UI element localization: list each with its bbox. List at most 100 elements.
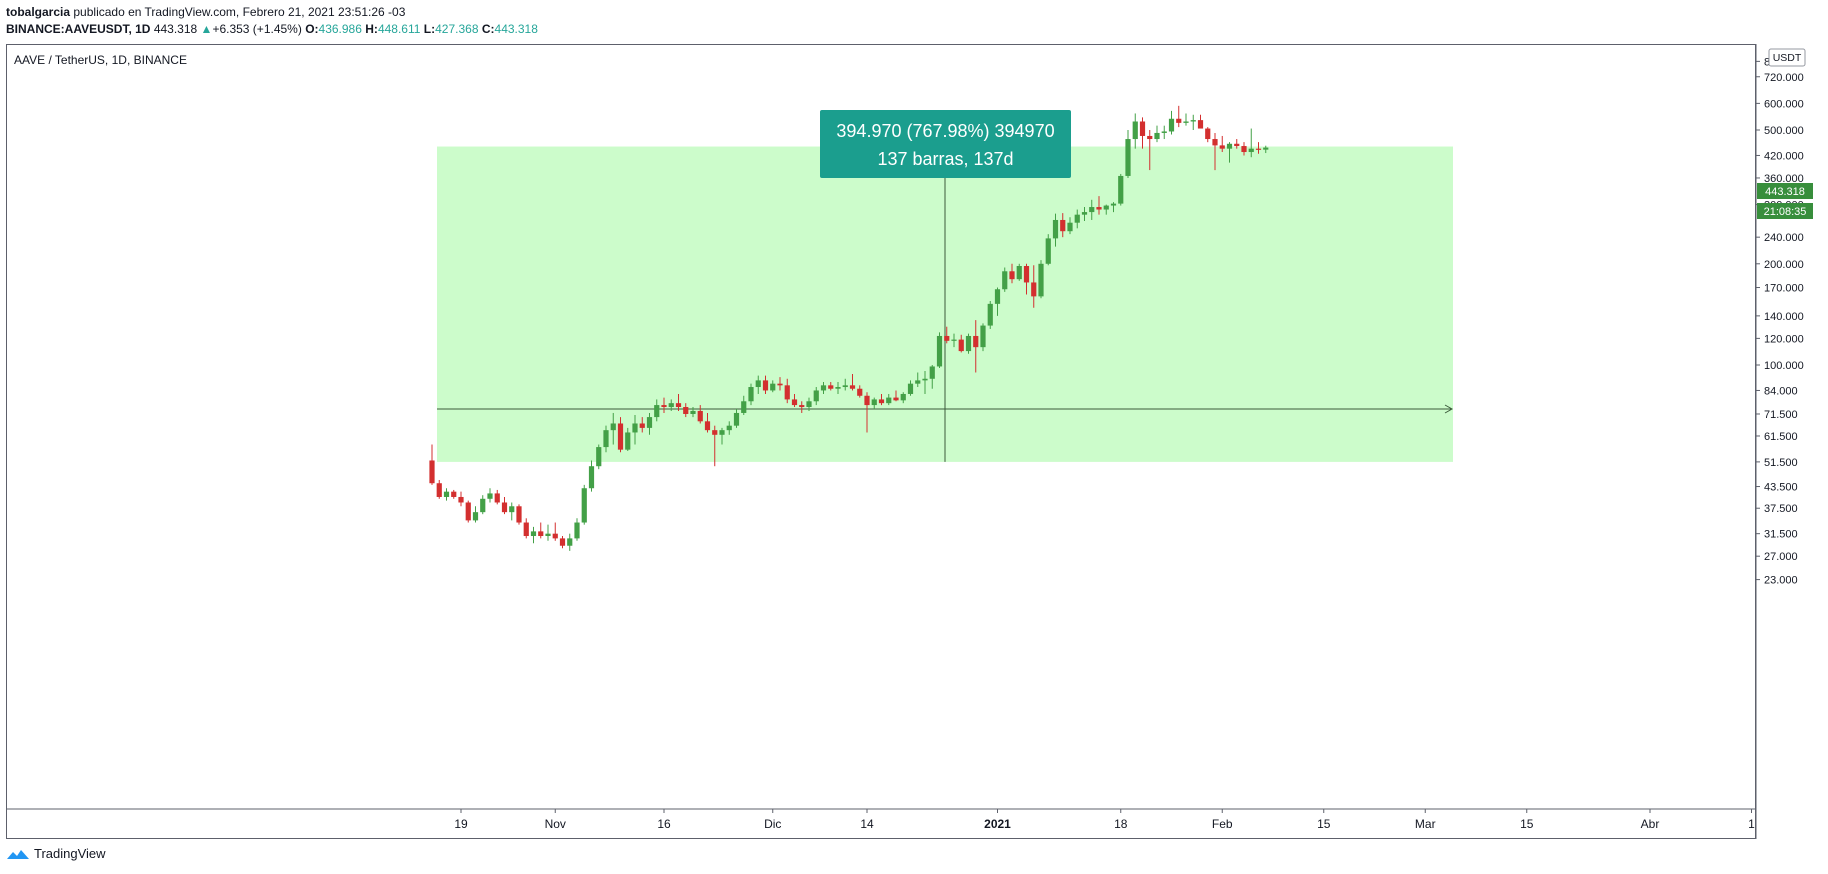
candle-body	[1081, 212, 1088, 215]
time-axis[interactable]: 19 Nov 16 Dic 14 2021 18 Feb 15 Mar 15 Abr 1	[454, 809, 1755, 831]
candle-body	[654, 405, 660, 418]
price-tick-label: 23.000	[1764, 575, 1798, 587]
footer-brand[interactable]: TradingView	[6, 846, 106, 861]
candle-body	[886, 397, 892, 404]
candle-body	[1154, 132, 1160, 140]
candle-body	[1183, 121, 1189, 123]
candle-body	[828, 385, 834, 389]
price-tick-label: 360.000	[1764, 173, 1804, 185]
candle-body	[987, 303, 993, 326]
candle-body	[1219, 145, 1225, 149]
candle-layer	[429, 105, 1269, 551]
candle-body	[878, 399, 885, 404]
price-tick-label: 43.500	[1764, 482, 1798, 494]
time-tick-label: Dic	[764, 817, 781, 831]
candle-body	[559, 538, 566, 546]
candle-body	[907, 383, 914, 394]
candle-body	[538, 531, 544, 537]
candle-body	[1241, 146, 1247, 153]
candle-body	[951, 339, 957, 341]
candle-body	[516, 506, 522, 523]
ohlc-legend: BINANCE:AAVEUSDT, 1D 443.318 ▲+6.353 (+1…	[6, 22, 538, 36]
candle-body	[1089, 207, 1095, 213]
time-tick-label: 14	[860, 817, 874, 831]
candle-body	[668, 403, 674, 408]
measure-line1: 394.970 (767.98%) 394970	[836, 121, 1054, 141]
candle-body	[443, 491, 450, 497]
time-tick-label: Feb	[1212, 817, 1233, 831]
time-tick-label: 16	[657, 817, 671, 831]
candle-body	[487, 493, 493, 499]
candle-body	[704, 421, 711, 431]
price-tick-label: 71.500	[1764, 409, 1798, 421]
candle-body	[596, 447, 602, 467]
price-tick-label: 100.000	[1764, 360, 1804, 372]
candle-body	[610, 423, 616, 431]
candle-body	[1263, 147, 1269, 150]
candle-body	[1016, 265, 1022, 280]
currency-tag[interactable]: USDT	[1768, 48, 1806, 67]
price-tick-label: 51.500	[1764, 457, 1798, 469]
candle-body	[1226, 143, 1233, 149]
measure-label-box	[820, 110, 1071, 178]
candle-body	[1205, 128, 1211, 140]
candle-body	[900, 393, 906, 401]
countdown-tag: 21:08:35	[1757, 203, 1813, 219]
candle-body	[922, 378, 928, 381]
open-label: O:	[305, 22, 319, 36]
candle-body	[1197, 120, 1204, 129]
candle-body	[820, 385, 827, 391]
candle-body	[719, 430, 725, 435]
candle-body	[1248, 148, 1254, 153]
candle-body	[552, 533, 558, 539]
price-tick-label: 84.000	[1764, 385, 1798, 397]
measure-horizontal-arrow	[1444, 404, 1454, 414]
price-tick-label: 240.000	[1764, 232, 1804, 244]
candle-body	[712, 430, 718, 435]
candle-body	[777, 383, 783, 386]
candle-body	[1023, 265, 1030, 283]
candle-body	[915, 380, 921, 384]
candle-body	[770, 383, 776, 391]
candle-body	[806, 401, 812, 408]
candle-body	[530, 531, 537, 537]
publish-date: publicado en TradingView.com, Febrero 21…	[73, 5, 406, 19]
candle-body	[472, 512, 479, 521]
time-tick-label: Nov	[545, 817, 566, 831]
candle-body	[1190, 120, 1196, 122]
countdown-tag-text: 21:08:35	[1764, 206, 1807, 218]
candle-body	[545, 533, 551, 537]
candle-body	[480, 498, 486, 513]
price-axis[interactable]: 800.000720.000600.000500.000420.000360.0…	[1756, 56, 1804, 587]
measure-layer	[437, 146, 1454, 462]
candle-body	[1139, 121, 1146, 136]
measure-label: 394.970 (767.98%) 394970 137 barras, 137…	[820, 110, 1071, 178]
candle-body	[588, 466, 595, 489]
candle-body	[1067, 222, 1073, 232]
up-arrow-icon: ▲	[200, 22, 213, 36]
candle-body	[574, 522, 580, 539]
candle-body	[741, 401, 747, 413]
candle-body	[683, 407, 689, 414]
publish-info: tobalgarcia publicado en TradingView.com…	[6, 5, 405, 19]
candle-body	[762, 380, 769, 391]
candle-body	[581, 488, 587, 523]
last-price-tag: 443.318	[1757, 183, 1813, 199]
candle-body	[1060, 219, 1066, 232]
last-price-tag-text: 443.318	[1765, 186, 1805, 198]
candle-body	[675, 403, 682, 408]
author-name[interactable]: tobalgarcia	[6, 5, 71, 19]
candle-body	[690, 410, 696, 414]
time-tick-label: Abr	[1641, 817, 1660, 831]
candle-body	[929, 366, 935, 379]
candle-body	[1176, 118, 1182, 123]
time-tick-label: 19	[454, 817, 468, 831]
chart-title: AAVE / TetherUS, 1D, BINANCE	[14, 53, 187, 67]
candle-body	[617, 423, 624, 450]
candle-body	[603, 430, 609, 448]
open-value: 436.986	[318, 22, 362, 36]
candle-body	[1132, 121, 1138, 140]
candle-body	[1045, 238, 1051, 264]
candle-body	[523, 522, 529, 537]
